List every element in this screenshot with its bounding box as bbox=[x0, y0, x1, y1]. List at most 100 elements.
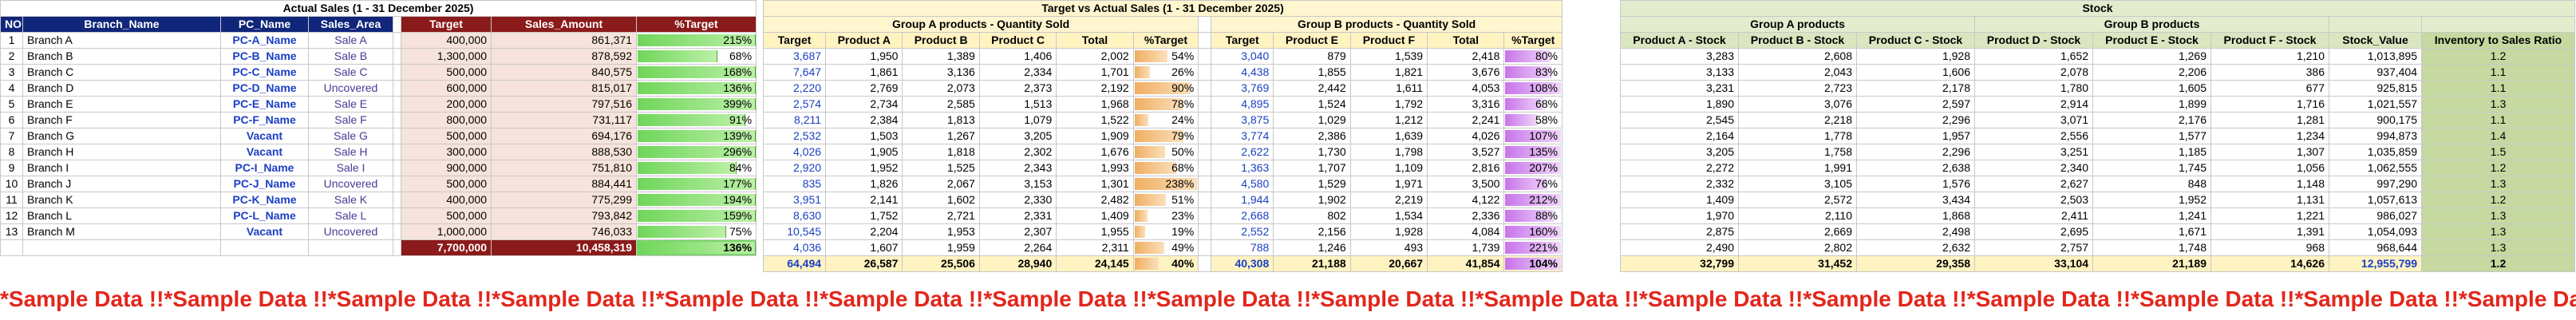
product-c-cell[interactable]: 2,373 bbox=[978, 80, 1057, 97]
total-b-cell[interactable]: 2,816 bbox=[1427, 160, 1505, 176]
product-f-cell[interactable]: 1,821 bbox=[1349, 64, 1428, 81]
inventory-ratio-cell[interactable]: 1.3 bbox=[2421, 223, 2575, 240]
inventory-ratio-cell[interactable]: 1.4 bbox=[2421, 128, 2575, 144]
branch-name-cell[interactable]: Branch E bbox=[22, 96, 221, 113]
row-no[interactable]: 6 bbox=[0, 112, 23, 128]
product-a-stock-cell[interactable]: 2,545 bbox=[1620, 112, 1739, 128]
total-b-cell[interactable]: 3,500 bbox=[1427, 176, 1505, 192]
header-pc-name[interactable]: PC_Name bbox=[220, 16, 309, 33]
branch-name-cell[interactable]: Branch M bbox=[22, 223, 221, 240]
product-d-stock-cell[interactable]: 2,914 bbox=[1974, 96, 2093, 113]
sales-area-cell[interactable]: Sale C bbox=[308, 64, 393, 81]
product-b-cell[interactable]: 1,959 bbox=[902, 239, 980, 256]
pct-target-cell[interactable]: 399% bbox=[635, 96, 757, 113]
product-e-stock-cell[interactable]: 2,176 bbox=[2092, 112, 2211, 128]
inventory-ratio-cell[interactable]: 1.1 bbox=[2421, 80, 2575, 97]
pct-target-b-cell[interactable]: 207% bbox=[1503, 160, 1563, 176]
pct-target-a-cell[interactable]: 50% bbox=[1132, 144, 1199, 160]
header-sales-amount[interactable]: Sales_Amount bbox=[491, 16, 637, 33]
header-pct-target-b[interactable]: %Target bbox=[1503, 32, 1563, 49]
total-b-cell[interactable]: 4,084 bbox=[1427, 223, 1505, 240]
product-f-stock-cell[interactable]: 1,234 bbox=[2211, 128, 2329, 144]
product-a-stock-cell[interactable]: 2,332 bbox=[1620, 176, 1739, 192]
row-no[interactable]: 7 bbox=[0, 128, 23, 144]
product-c-stock-cell[interactable]: 2,632 bbox=[1856, 239, 1975, 256]
header-product-c-stock[interactable]: Product C - Stock bbox=[1856, 32, 1975, 49]
target-a-cell[interactable]: 8,630 bbox=[762, 207, 827, 224]
product-f-cell[interactable]: 2,219 bbox=[1349, 192, 1428, 208]
stock-value-cell[interactable]: 937,404 bbox=[2329, 64, 2422, 81]
header-target[interactable]: Target bbox=[401, 16, 492, 33]
product-f-stock-cell[interactable]: 1,281 bbox=[2211, 112, 2329, 128]
product-f-cell[interactable]: 1,212 bbox=[1349, 112, 1428, 128]
total-b-cell[interactable]: 4,053 bbox=[1427, 80, 1505, 97]
product-c-stock-cell[interactable]: 2,638 bbox=[1856, 160, 1975, 176]
pct-target-a-cell[interactable]: 90% bbox=[1132, 80, 1199, 97]
sales-area-cell[interactable]: Sale A bbox=[308, 32, 393, 49]
total-sales-cell[interactable]: 10,458,319 bbox=[491, 239, 637, 256]
pct-target-b-cell[interactable]: 160% bbox=[1503, 223, 1563, 240]
target-a-cell[interactable]: 835 bbox=[762, 176, 827, 192]
total-b-cell[interactable]: 3,676 bbox=[1427, 64, 1505, 81]
product-a-stock-cell[interactable]: 2,164 bbox=[1620, 128, 1739, 144]
header-no[interactable]: NO bbox=[0, 16, 23, 33]
pct-target-cell[interactable]: 139% bbox=[635, 128, 757, 144]
product-a-cell[interactable]: 1,861 bbox=[825, 64, 903, 81]
total-pct-target-b-cell[interactable]: 104% bbox=[1503, 255, 1563, 272]
pct-target-cell[interactable]: 136% bbox=[635, 80, 757, 97]
pc-name-cell[interactable]: Vacant bbox=[220, 144, 309, 160]
product-e-cell[interactable]: 802 bbox=[1273, 207, 1351, 224]
total-total-a-cell[interactable]: 24,145 bbox=[1056, 255, 1134, 272]
product-b-stock-cell[interactable]: 2,802 bbox=[1738, 239, 1857, 256]
target-a-cell[interactable]: 2,220 bbox=[762, 80, 827, 97]
inventory-ratio-cell[interactable]: 1.2 bbox=[2421, 160, 2575, 176]
product-a-stock-cell[interactable]: 1,409 bbox=[1620, 192, 1739, 208]
total-pct-target-a-cell[interactable]: 40% bbox=[1132, 255, 1199, 272]
product-a-stock-cell[interactable]: 2,272 bbox=[1620, 160, 1739, 176]
pct-target-b-cell[interactable]: 135% bbox=[1503, 144, 1563, 160]
sales-area-cell[interactable]: Sale H bbox=[308, 144, 393, 160]
sales-amount-cell[interactable]: 797,516 bbox=[491, 96, 637, 113]
total-a-cell[interactable]: 1,676 bbox=[1056, 144, 1134, 160]
product-a-cell[interactable]: 1,826 bbox=[825, 176, 903, 192]
target-b-cell[interactable]: 3,040 bbox=[1211, 48, 1274, 65]
product-e-stock-cell[interactable]: 1,899 bbox=[2092, 96, 2211, 113]
product-b-stock-cell[interactable]: 3,076 bbox=[1738, 96, 1857, 113]
product-b-stock-cell[interactable]: 2,669 bbox=[1738, 223, 1857, 240]
header-target-a[interactable]: Target bbox=[762, 32, 827, 49]
product-d-stock-cell[interactable]: 2,627 bbox=[1974, 176, 2093, 192]
product-c-stock-cell[interactable]: 2,597 bbox=[1856, 96, 1975, 113]
total-b-cell[interactable]: 4,122 bbox=[1427, 192, 1505, 208]
target-cell[interactable]: 200,000 bbox=[401, 96, 492, 113]
product-b-stock-cell[interactable]: 2,572 bbox=[1738, 192, 1857, 208]
pct-target-b-cell[interactable]: 107% bbox=[1503, 128, 1563, 144]
target-a-cell[interactable]: 10,545 bbox=[762, 223, 827, 240]
total-product-c-stock-cell[interactable]: 29,358 bbox=[1856, 255, 1975, 272]
row-no[interactable]: 9 bbox=[0, 160, 23, 176]
product-f-cell[interactable]: 1,798 bbox=[1349, 144, 1428, 160]
total-a-cell[interactable]: 2,482 bbox=[1056, 192, 1134, 208]
row-no[interactable]: 8 bbox=[0, 144, 23, 160]
pc-name-cell[interactable]: PC-D_Name bbox=[220, 80, 309, 97]
pct-target-a-cell[interactable]: 54% bbox=[1132, 48, 1199, 65]
target-a-cell[interactable]: 4,026 bbox=[762, 144, 827, 160]
pct-target-a-cell[interactable]: 51% bbox=[1132, 192, 1199, 208]
product-b-stock-cell[interactable]: 2,218 bbox=[1738, 112, 1857, 128]
row-no[interactable]: 2 bbox=[0, 48, 23, 65]
sales-area-cell[interactable]: Sale B bbox=[308, 48, 393, 65]
header-inventory-ratio[interactable]: Inventory to Sales Ratio bbox=[2421, 32, 2575, 49]
product-f-cell[interactable]: 1,971 bbox=[1349, 176, 1428, 192]
pct-target-a-cell[interactable]: 19% bbox=[1132, 223, 1199, 240]
product-f-cell[interactable]: 1,792 bbox=[1349, 96, 1428, 113]
row-no[interactable]: 4 bbox=[0, 80, 23, 97]
product-a-cell[interactable]: 2,734 bbox=[825, 96, 903, 113]
header-product-f-stock[interactable]: Product F - Stock bbox=[2211, 32, 2329, 49]
stock-value-cell[interactable]: 900,175 bbox=[2329, 112, 2422, 128]
sales-area-cell[interactable]: Sale F bbox=[308, 112, 393, 128]
product-c-cell[interactable]: 2,331 bbox=[978, 207, 1057, 224]
target-a-cell[interactable]: 2,532 bbox=[762, 128, 827, 144]
target-cell[interactable]: 400,000 bbox=[401, 192, 492, 208]
product-b-cell[interactable]: 1,953 bbox=[902, 223, 980, 240]
product-f-stock-cell[interactable]: 1,148 bbox=[2211, 176, 2329, 192]
header-product-e-stock[interactable]: Product E - Stock bbox=[2092, 32, 2211, 49]
